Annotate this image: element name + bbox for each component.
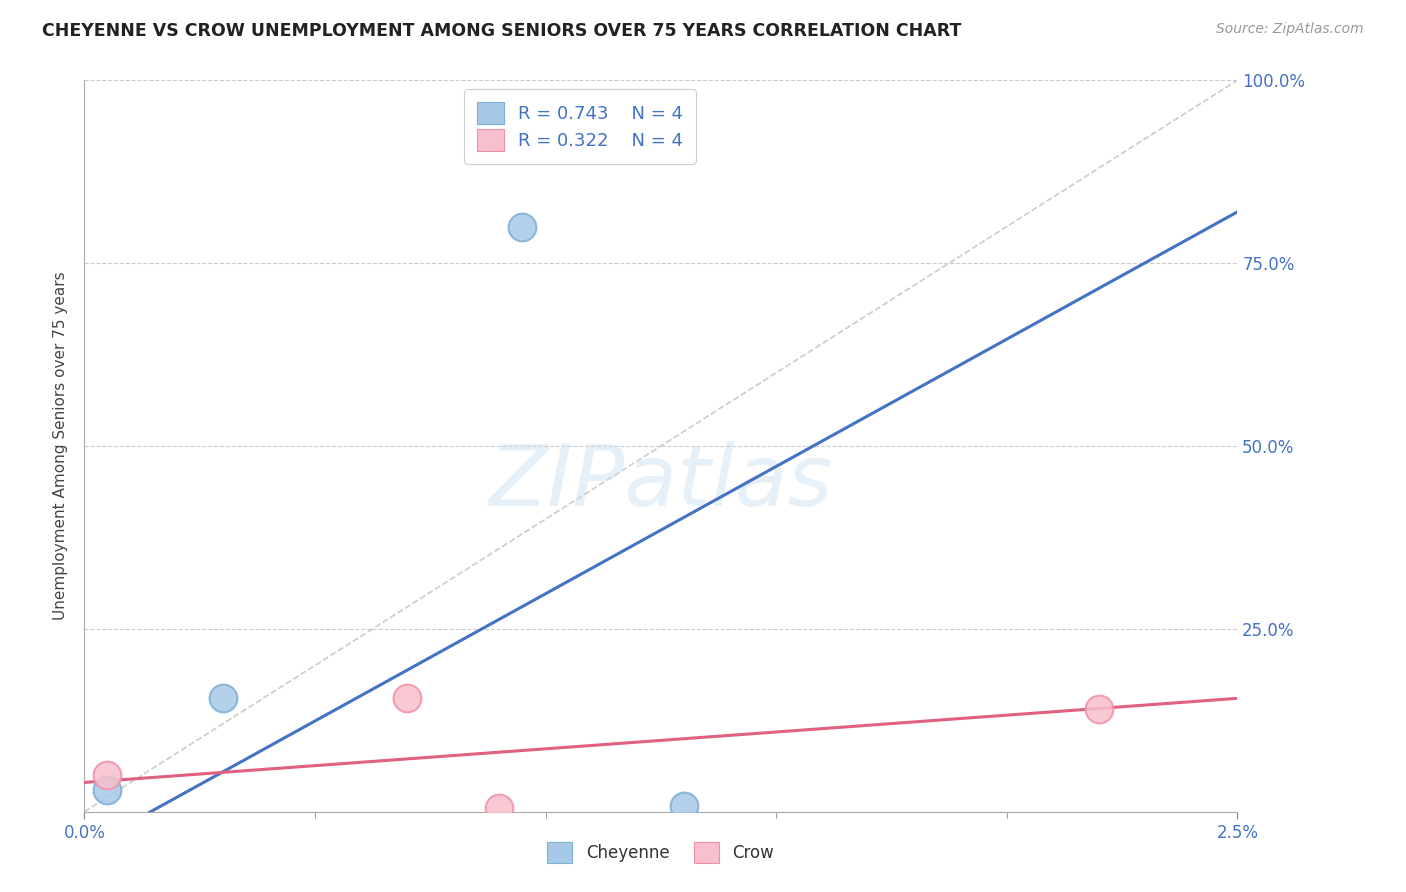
Point — [396, 691, 419, 706]
Point — [96, 782, 118, 797]
Point — [512, 219, 534, 234]
Y-axis label: Unemployment Among Seniors over 75 years: Unemployment Among Seniors over 75 years — [53, 272, 69, 620]
Text: CHEYENNE VS CROW UNEMPLOYMENT AMONG SENIORS OVER 75 YEARS CORRELATION CHART: CHEYENNE VS CROW UNEMPLOYMENT AMONG SENI… — [42, 22, 962, 40]
Point — [488, 801, 510, 815]
Legend: Cheyenne, Crow: Cheyenne, Crow — [541, 836, 780, 869]
Point — [1088, 702, 1111, 716]
Point — [672, 798, 695, 813]
Text: ZIPatlas: ZIPatlas — [489, 441, 832, 524]
Point — [211, 691, 233, 706]
Text: Source: ZipAtlas.com: Source: ZipAtlas.com — [1216, 22, 1364, 37]
Point — [96, 768, 118, 782]
